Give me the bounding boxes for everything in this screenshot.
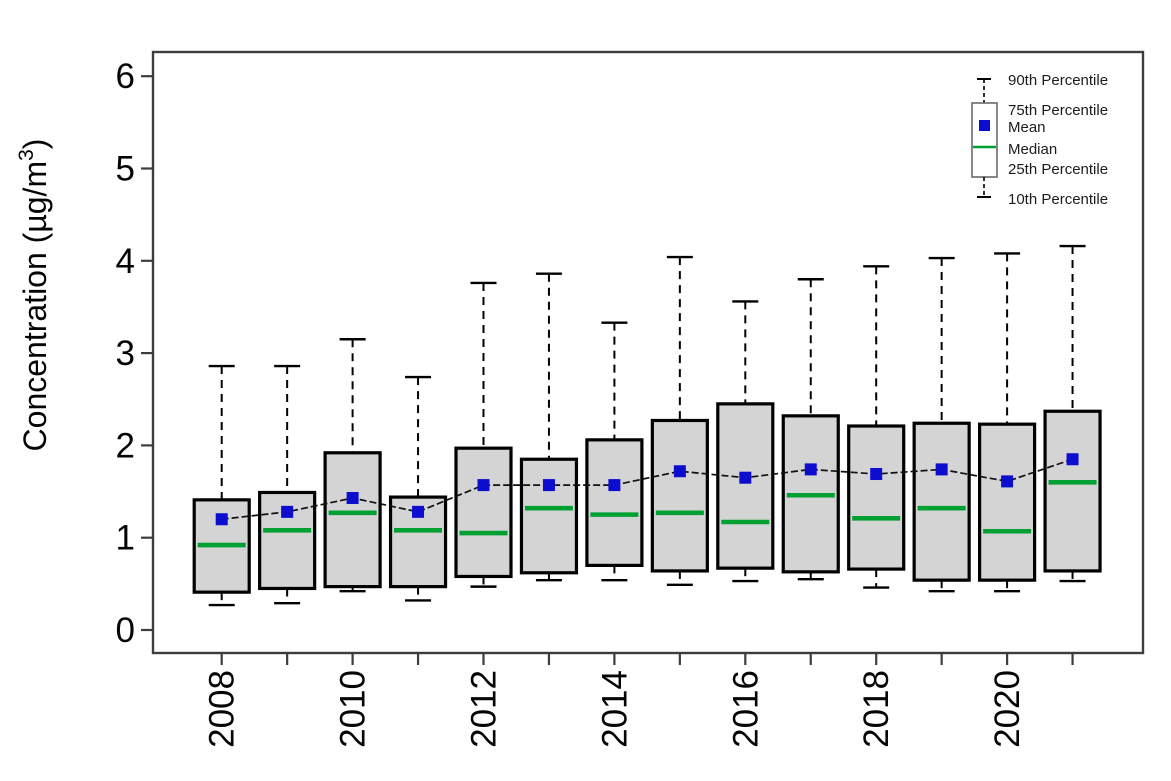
mean-trend-line — [215, 453, 1079, 526]
box-group-2019 — [912, 256, 971, 593]
legend-label-75th-percentile: 75th Percentile — [1008, 102, 1109, 119]
mean-connector-line — [221, 458, 1073, 521]
x-tick-label-2012: 2012 — [465, 670, 504, 748]
iqr-box — [716, 402, 775, 570]
iqr-box — [650, 418, 709, 573]
box-group-2016 — [716, 300, 775, 583]
y-axis-title-text: Concentration (µg/m3) — [15, 139, 53, 452]
box-group-2010 — [323, 338, 382, 593]
iqr-box — [519, 457, 579, 575]
legend-label-mean: Mean — [1008, 119, 1046, 136]
iqr-box — [912, 421, 971, 582]
y-tick-label-6: 6 — [116, 57, 135, 96]
iqr-box — [585, 438, 644, 567]
legend-box — [971, 102, 998, 178]
mean-marker-2018 — [870, 468, 883, 481]
box-group-2017 — [781, 278, 840, 581]
iqr-box — [847, 424, 906, 571]
y-tick-label-3: 3 — [116, 334, 135, 373]
mean-marker-2008 — [215, 513, 228, 526]
box-group-2012 — [454, 281, 513, 588]
legend: 90th Percentile 75th Percentile Mean Med… — [962, 68, 1162, 218]
x-tick-label-2014: 2014 — [595, 670, 634, 748]
iqr-box — [1043, 409, 1102, 573]
mean-marker-2014 — [608, 479, 621, 492]
box-group-2014 — [585, 321, 644, 582]
legend-boxplot-glyph — [971, 78, 998, 198]
box-group-2011 — [388, 375, 448, 602]
box-group-2008 — [192, 364, 251, 607]
mean-marker-2019 — [935, 463, 948, 476]
mean-marker-2021 — [1066, 453, 1079, 466]
box-group-2015 — [650, 255, 709, 586]
y-axis-title: Concentration (µg/m3) — [15, 139, 53, 452]
mean-marker-2020 — [1001, 475, 1014, 488]
box-group-2009 — [258, 364, 317, 605]
box-group-2020 — [977, 252, 1037, 593]
legend-label-median: Median — [1008, 141, 1058, 158]
box-group-2018 — [847, 265, 906, 589]
legend-label-25th-percentile: 25th Percentile — [1008, 161, 1109, 178]
y-tick-label-4: 4 — [116, 242, 135, 281]
mean-marker-2012 — [477, 479, 490, 492]
legend-label-90th-percentile: 90th Percentile — [1008, 72, 1109, 89]
iqr-box — [977, 422, 1037, 582]
boxplot-series — [192, 244, 1102, 607]
legend-label-10th-percentile: 10th Percentile — [1008, 191, 1109, 208]
mean-marker-2015 — [673, 465, 686, 478]
mean-marker-2009 — [281, 505, 294, 518]
box-group-2021 — [1043, 244, 1102, 583]
y-tick-label-1: 1 — [116, 519, 135, 558]
iqr-box — [323, 451, 382, 589]
x-axis: 2008 2010 2012 2014 2016 2018 2020 — [203, 653, 1074, 748]
mean-marker-2013 — [542, 479, 555, 492]
x-tick-label-2018: 2018 — [857, 670, 896, 748]
box-group-2013 — [519, 272, 579, 582]
y-axis: 0 1 2 3 4 5 6 — [116, 57, 153, 650]
y-tick-label-0: 0 — [116, 611, 135, 650]
mean-marker-2017 — [804, 463, 817, 476]
x-tick-label-2008: 2008 — [203, 670, 242, 748]
x-tick-label-2020: 2020 — [988, 670, 1027, 748]
mean-marker-2010 — [346, 492, 359, 505]
x-tick-label-2016: 2016 — [726, 670, 765, 748]
x-tick-label-2010: 2010 — [334, 670, 373, 748]
mean-marker-2011 — [412, 505, 425, 518]
y-tick-label-5: 5 — [116, 150, 135, 189]
mean-marker-2016 — [739, 471, 752, 484]
legend-mean-square — [979, 120, 990, 131]
iqr-box — [454, 446, 513, 579]
y-tick-label-2: 2 — [116, 426, 135, 465]
